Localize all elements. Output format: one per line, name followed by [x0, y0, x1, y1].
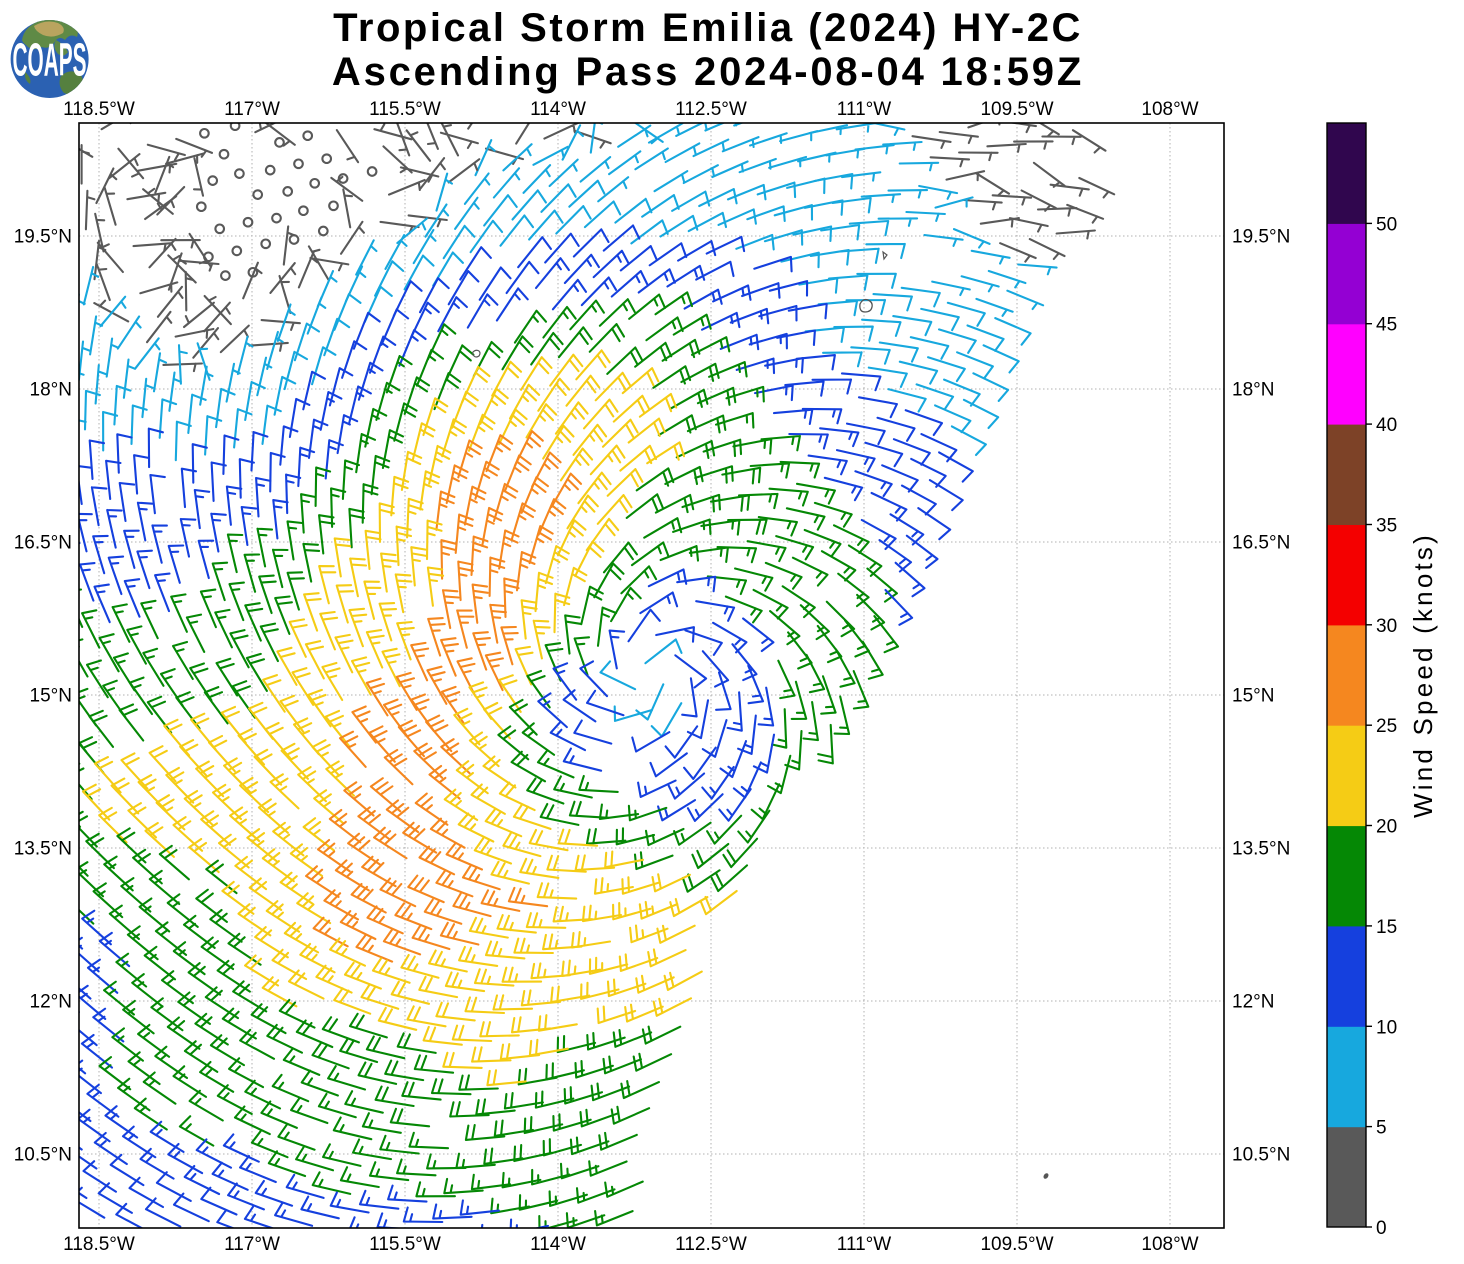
svg-text:COAPS: COAPS: [13, 34, 87, 86]
svg-text:111°W: 111°W: [837, 99, 891, 120]
svg-text:18°N: 18°N: [30, 380, 72, 401]
svg-text:112.5°W: 112.5°W: [675, 99, 747, 120]
svg-text:114°W: 114°W: [530, 1234, 586, 1255]
svg-text:16.5°N: 16.5°N: [14, 533, 72, 554]
svg-text:118.5°W: 118.5°W: [63, 1234, 135, 1255]
svg-text:20: 20: [1376, 817, 1397, 838]
svg-text:117°W: 117°W: [224, 1234, 280, 1255]
svg-text:19.5°N: 19.5°N: [14, 227, 72, 248]
svg-text:10.5°N: 10.5°N: [14, 1145, 72, 1166]
svg-text:115.5°W: 115.5°W: [369, 99, 441, 120]
svg-text:19.5°N: 19.5°N: [1232, 227, 1290, 248]
svg-text:25: 25: [1376, 716, 1397, 737]
svg-text:50: 50: [1376, 214, 1397, 235]
svg-text:13.5°N: 13.5°N: [1232, 839, 1290, 860]
svg-text:18°N: 18°N: [1232, 380, 1274, 401]
svg-text:118.5°W: 118.5°W: [63, 99, 135, 120]
svg-text:Tropical Storm Emilia (2024) H: Tropical Storm Emilia (2024) HY-2C: [333, 6, 1083, 50]
svg-text:15°N: 15°N: [1232, 686, 1274, 707]
svg-text:12°N: 12°N: [1232, 992, 1274, 1013]
svg-text:12°N: 12°N: [30, 992, 72, 1013]
svg-text:109.5°W: 109.5°W: [980, 1234, 1053, 1255]
svg-text:108°W: 108°W: [1141, 99, 1198, 120]
svg-text:5: 5: [1376, 1118, 1387, 1139]
svg-text:Ascending Pass 2024-08-04 18:5: Ascending Pass 2024-08-04 18:59Z: [332, 50, 1084, 94]
svg-text:16.5°N: 16.5°N: [1232, 533, 1290, 554]
svg-text:112.5°W: 112.5°W: [675, 1234, 747, 1255]
svg-text:109.5°W: 109.5°W: [980, 99, 1053, 120]
svg-text:40: 40: [1376, 415, 1397, 436]
svg-text:114°W: 114°W: [530, 99, 586, 120]
svg-text:108°W: 108°W: [1141, 1234, 1198, 1255]
svg-text:0: 0: [1376, 1218, 1387, 1239]
svg-text:13.5°N: 13.5°N: [14, 839, 72, 860]
svg-text:15: 15: [1376, 917, 1397, 938]
svg-text:117°W: 117°W: [224, 99, 280, 120]
svg-text:10.5°N: 10.5°N: [1232, 1145, 1290, 1166]
svg-text:45: 45: [1376, 315, 1397, 336]
svg-text:111°W: 111°W: [837, 1234, 891, 1255]
svg-text:30: 30: [1376, 616, 1397, 637]
svg-text:35: 35: [1376, 516, 1397, 537]
svg-text:15°N: 15°N: [30, 686, 72, 707]
svg-text:Wind Speed (knots): Wind Speed (knots): [1408, 532, 1438, 818]
svg-text:10: 10: [1376, 1017, 1397, 1038]
svg-text:115.5°W: 115.5°W: [369, 1234, 441, 1255]
